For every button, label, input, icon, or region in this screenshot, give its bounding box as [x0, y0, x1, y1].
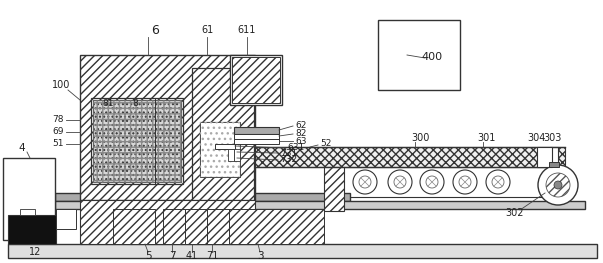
Bar [234, 134, 279, 139]
Text: 12: 12 [29, 247, 41, 257]
Bar [234, 139, 279, 144]
Bar [549, 162, 559, 167]
Text: 51: 51 [52, 139, 64, 149]
Text: 300: 300 [411, 133, 429, 143]
Text: 4: 4 [19, 143, 25, 153]
Bar [234, 149, 240, 161]
Bar [20, 209, 35, 215]
Text: 78: 78 [52, 115, 64, 124]
Bar [113, 209, 155, 244]
Bar [80, 55, 255, 200]
Bar [91, 98, 183, 184]
Circle shape [486, 170, 510, 194]
Text: 8: 8 [132, 99, 138, 109]
Bar [3, 158, 55, 240]
Circle shape [353, 170, 377, 194]
Text: 41: 41 [186, 251, 198, 261]
Text: 69: 69 [52, 128, 64, 136]
Circle shape [388, 170, 412, 194]
Bar [340, 167, 562, 197]
Bar [378, 20, 460, 90]
Bar [93, 100, 181, 182]
Text: 82: 82 [295, 129, 306, 139]
Bar [8, 244, 597, 258]
Text: 5: 5 [145, 251, 151, 261]
Text: 611: 611 [238, 25, 256, 35]
Bar [255, 147, 565, 167]
Bar [8, 215, 56, 244]
Text: 81: 81 [103, 99, 114, 109]
Bar [56, 209, 76, 229]
Bar [230, 55, 282, 105]
Text: 303: 303 [544, 133, 562, 143]
Text: 6: 6 [151, 23, 159, 37]
Bar [232, 57, 280, 103]
Text: 304: 304 [528, 133, 546, 143]
Bar [229, 209, 324, 244]
Text: 100: 100 [52, 80, 71, 90]
Text: 61: 61 [201, 25, 213, 35]
Bar [207, 209, 229, 244]
Text: 7: 7 [169, 251, 175, 261]
Bar [215, 144, 235, 149]
Bar [163, 209, 185, 244]
Text: 731: 731 [280, 149, 297, 158]
Text: 631: 631 [287, 144, 305, 153]
Text: 52: 52 [320, 139, 332, 149]
Bar [93, 100, 181, 182]
Bar [200, 122, 240, 177]
Text: 400: 400 [421, 52, 443, 62]
Circle shape [453, 170, 477, 194]
Circle shape [554, 181, 562, 189]
Bar [55, 193, 350, 201]
Bar [537, 147, 552, 167]
Bar [55, 201, 585, 209]
Circle shape [420, 170, 444, 194]
Bar [228, 149, 234, 161]
Text: 62: 62 [295, 122, 306, 130]
Bar [234, 127, 279, 134]
Bar [550, 147, 558, 202]
Circle shape [538, 165, 578, 205]
Bar [185, 209, 207, 244]
Bar [192, 68, 254, 200]
Bar [200, 122, 240, 177]
Text: 3: 3 [257, 251, 264, 261]
Bar [80, 200, 255, 244]
Text: 63: 63 [295, 136, 306, 145]
Text: 732: 732 [280, 155, 297, 164]
Text: 71: 71 [206, 251, 218, 261]
Text: 301: 301 [478, 133, 496, 143]
Bar [324, 167, 344, 211]
Text: 302: 302 [506, 208, 524, 218]
